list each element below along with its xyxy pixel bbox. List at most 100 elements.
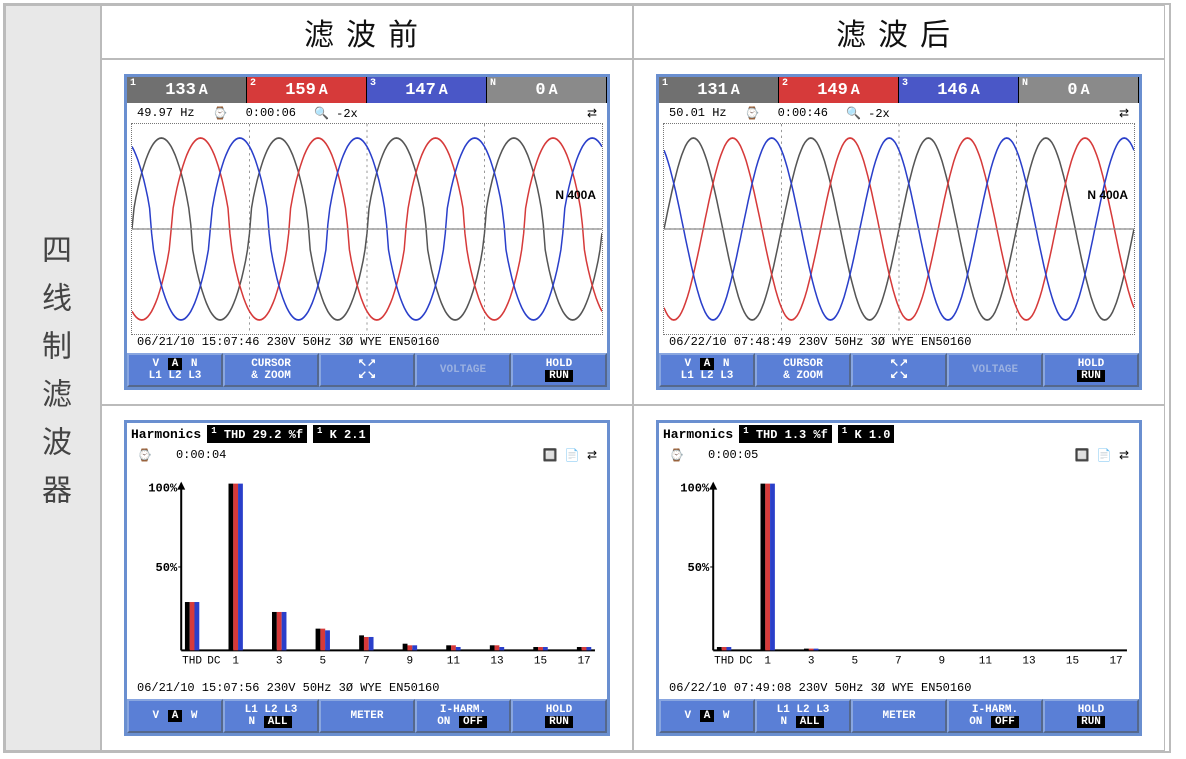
softkey-4[interactable]: VOLTAGE xyxy=(947,353,1043,387)
meas-unit: A xyxy=(731,82,740,99)
harmonic-bar xyxy=(814,649,819,651)
softkey-2[interactable]: L1 L2 L3N ALL xyxy=(223,699,319,733)
harmonic-bar xyxy=(325,630,330,650)
measurement-strip: 1131A2149A3146AN0A xyxy=(659,77,1139,103)
harmonic-bar xyxy=(809,649,814,651)
svg-text:5: 5 xyxy=(851,655,858,667)
harmonic-bar xyxy=(499,647,504,650)
meas-unit: A xyxy=(1081,82,1090,99)
freq: 49.97 Hz xyxy=(137,106,195,120)
harmonic-bar xyxy=(403,644,408,651)
softkey-3[interactable]: ↖↗↙↘ xyxy=(319,353,415,387)
softkey-row: V A NL1 L2 L3CURSOR& ZOOM↖↗↙↘VOLTAGEHOLD… xyxy=(659,353,1139,387)
softkey-2[interactable]: CURSOR& ZOOM xyxy=(755,353,851,387)
svg-text:13: 13 xyxy=(490,655,503,667)
softkey-5[interactable]: HOLDRUN xyxy=(1043,699,1139,733)
header-after: 滤波后 xyxy=(633,5,1165,59)
meas-value: 0 xyxy=(535,81,545,100)
svg-text:15: 15 xyxy=(1066,655,1079,667)
softkey-1[interactable]: V A NL1 L2 L3 xyxy=(659,353,755,387)
elapsed: 0:00:46 xyxy=(778,106,828,120)
harmonic-bar xyxy=(359,635,364,650)
meas-value: 0 xyxy=(1067,81,1077,100)
meas-unit: A xyxy=(971,82,980,99)
harmonic-bar xyxy=(543,647,548,650)
freq: 50.01 Hz xyxy=(669,106,727,120)
meas-phase-2: 2149A xyxy=(779,77,899,103)
footer-info: 06/22/10 07:49:08 230V 50Hz 3Ø WYE EN501… xyxy=(659,681,1139,699)
harmonics-chart: 100%50%THDDC1357911131517 xyxy=(663,465,1135,681)
svg-text:9: 9 xyxy=(939,655,946,667)
softkey-4[interactable]: VOLTAGE xyxy=(415,353,511,387)
meas-value: 133 xyxy=(165,81,196,100)
svg-text:50%: 50% xyxy=(155,561,177,575)
svg-text:11: 11 xyxy=(447,655,461,667)
svg-text:THD: THD xyxy=(182,655,202,667)
softkey-5[interactable]: HOLDRUN xyxy=(511,353,607,387)
softkey-2[interactable]: CURSOR& ZOOM xyxy=(223,353,319,387)
softkey-1[interactable]: V A W xyxy=(659,699,755,733)
meas-unit: A xyxy=(319,82,328,99)
n-scale-label: N 400A xyxy=(1087,188,1128,202)
softkey-3[interactable]: METER xyxy=(851,699,947,733)
info-bar: 50.01 Hz⌚0:00:46🔍 -2x⇄ xyxy=(659,103,1139,123)
harmonics-panel-before: Harmonics1 THD 29.2 %f1 K 2.1⌚0:00:04🔲 📄… xyxy=(124,420,610,736)
harmonic-bar xyxy=(364,637,369,650)
svg-text:13: 13 xyxy=(1022,655,1035,667)
svg-text:DC: DC xyxy=(207,655,221,667)
cell-harm-before: Harmonics1 THD 29.2 %f1 K 2.1⌚0:00:04🔲 📄… xyxy=(101,405,633,751)
info-bar: ⌚0:00:04🔲 📄 ⇄ xyxy=(127,445,607,465)
waveform-chart xyxy=(664,124,1134,334)
harmonic-bar xyxy=(451,645,456,650)
plot-area: 100%50%THDDC1357911131517 xyxy=(131,465,603,681)
thd-chip: 1 THD 29.2 %f xyxy=(207,425,307,443)
softkey-3[interactable]: METER xyxy=(319,699,415,733)
cell-wave-after: 1131A2149A3146AN0A50.01 Hz⌚0:00:46🔍 -2x⇄… xyxy=(633,59,1165,405)
harmonic-bar xyxy=(369,637,374,650)
softkey-4[interactable]: I-HARM.ON OFF xyxy=(415,699,511,733)
harmonics-title: Harmonics xyxy=(131,427,201,442)
svg-text:3: 3 xyxy=(276,655,283,667)
harmonic-bar xyxy=(190,602,195,650)
softkey-1[interactable]: V A NL1 L2 L3 xyxy=(127,353,223,387)
softkey-4[interactable]: I-HARM.ON OFF xyxy=(947,699,1043,733)
waveform-panel-before: 1133A2159A3147AN0A49.97 Hz⌚0:00:06🔍 -2x⇄… xyxy=(124,74,610,390)
meas-value: 131 xyxy=(697,81,728,100)
softkey-5[interactable]: HOLDRUN xyxy=(1043,353,1139,387)
elapsed: 0:00:06 xyxy=(246,106,296,120)
svg-text:THD: THD xyxy=(714,655,734,667)
waveform-chart xyxy=(132,124,602,334)
harmonic-bar xyxy=(717,647,722,650)
harmonic-bar xyxy=(726,647,731,650)
meas-unit: A xyxy=(199,82,208,99)
harmonic-bar xyxy=(185,602,190,650)
harmonic-bar xyxy=(582,647,587,650)
footer-info: 06/21/10 15:07:56 230V 50Hz 3Ø WYE EN501… xyxy=(127,681,607,699)
harmonic-bar xyxy=(238,484,243,651)
svg-text:17: 17 xyxy=(577,655,590,667)
footer-info: 06/22/10 07:48:49 230V 50Hz 3Ø WYE EN501… xyxy=(659,335,1139,353)
svg-text:15: 15 xyxy=(534,655,547,667)
softkey-1[interactable]: V A W xyxy=(127,699,223,733)
harmonic-bar xyxy=(282,612,287,650)
harmonic-bar xyxy=(538,647,543,650)
softkey-2[interactable]: L1 L2 L3N ALL xyxy=(755,699,851,733)
softkey-3[interactable]: ↖↗↙↘ xyxy=(851,353,947,387)
svg-text:7: 7 xyxy=(363,655,370,667)
info-bar: ⌚0:00:05🔲 📄 ⇄ xyxy=(659,445,1139,465)
harmonic-bar xyxy=(456,647,461,650)
harmonics-panel-after: Harmonics1 THD 1.3 %f1 K 1.0⌚0:00:05🔲 📄 … xyxy=(656,420,1142,736)
meas-value: 159 xyxy=(285,81,316,100)
softkey-row: V A WL1 L2 L3N ALLMETERI-HARM.ON OFFHOLD… xyxy=(127,699,607,733)
svg-text:100%: 100% xyxy=(680,482,710,496)
info-bar: 49.97 Hz⌚0:00:06🔍 -2x⇄ xyxy=(127,103,607,123)
svg-text:1: 1 xyxy=(764,655,771,667)
meas-phase-N: N0A xyxy=(1019,77,1139,103)
svg-text:9: 9 xyxy=(407,655,414,667)
meas-phase-1: 1133A xyxy=(127,77,247,103)
harmonic-bar xyxy=(495,645,500,650)
harmonics-chart: 100%50%THDDC1357911131517 xyxy=(131,465,603,681)
harmonic-bar xyxy=(722,647,727,650)
harmonic-bar xyxy=(804,649,809,651)
softkey-5[interactable]: HOLDRUN xyxy=(511,699,607,733)
